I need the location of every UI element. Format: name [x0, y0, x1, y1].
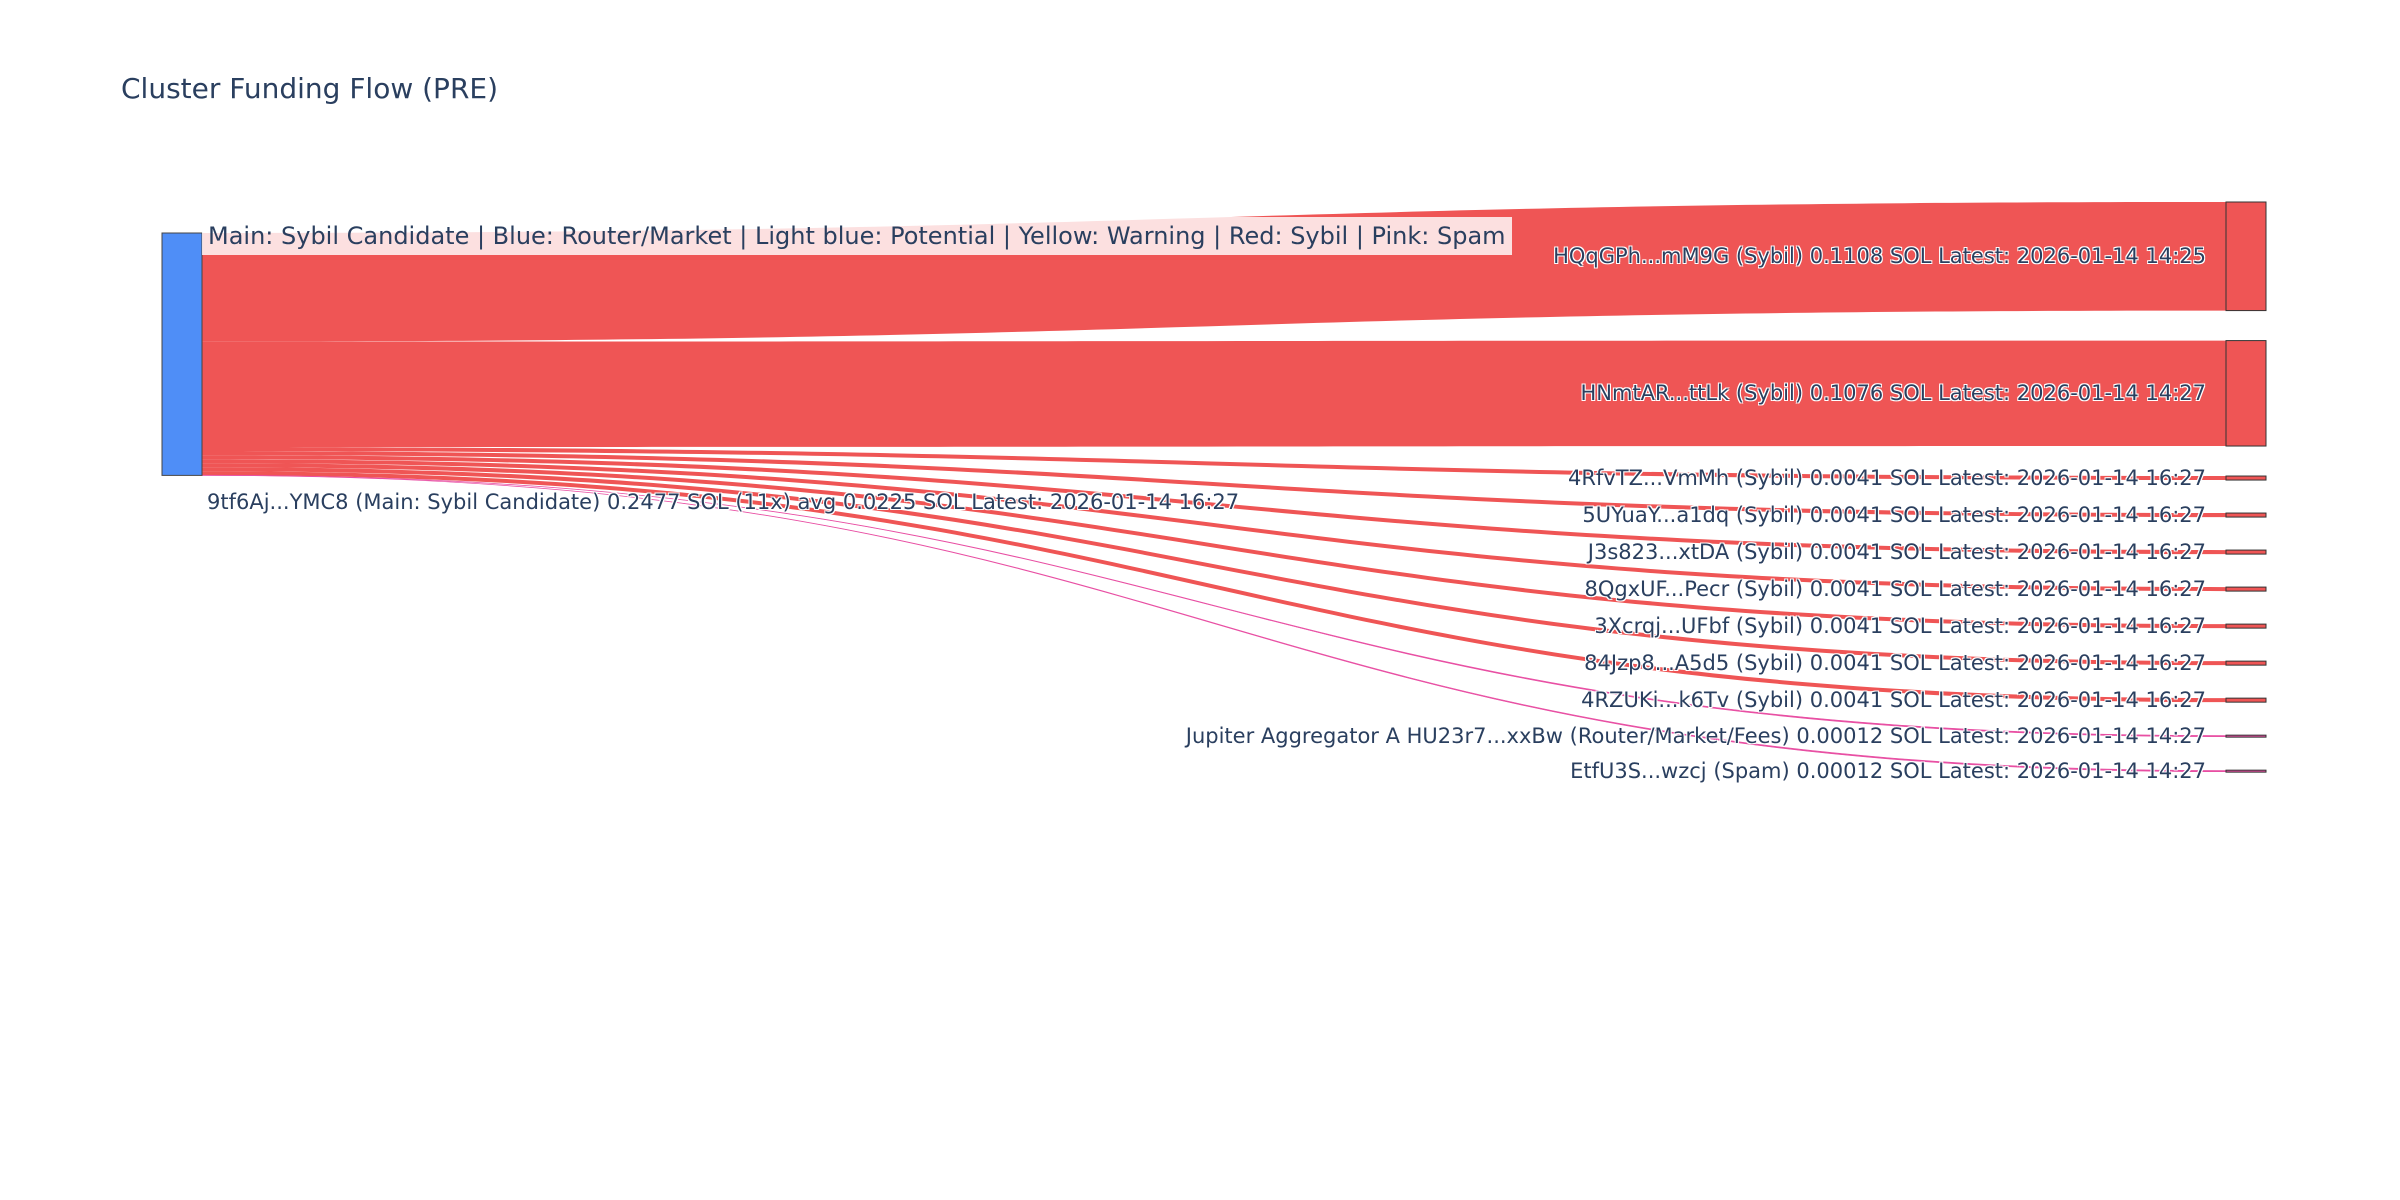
- target-node[interactable]: [2225, 734, 2267, 738]
- sankey-nodes: [161, 201, 2267, 773]
- flow-link[interactable]: [202, 447, 2226, 481]
- target-node[interactable]: [2225, 201, 2267, 312]
- target-node[interactable]: [2225, 697, 2267, 703]
- target-node-label: HQqGPh...mM9G (Sybil) 0.1108 SOL Latest:…: [1553, 244, 2206, 269]
- source-node[interactable]: [161, 232, 203, 476]
- target-node[interactable]: [2225, 769, 2267, 773]
- flow-link[interactable]: [202, 451, 2226, 518]
- target-node-label: 84Jzp8...A5d5 (Sybil) 0.0041 SOL Latest:…: [1584, 651, 2206, 676]
- target-node-label: 8QgxUF...Pecr (Sybil) 0.0041 SOL Latest:…: [1584, 577, 2206, 602]
- target-node-label: 5UYuaY...a1dq (Sybil) 0.0041 SOL Latest:…: [1582, 503, 2206, 528]
- target-node-label: EtfU3S...wzcj (Spam) 0.00012 SOL Latest:…: [1570, 759, 2206, 784]
- flow-link[interactable]: [202, 471, 2226, 703]
- target-node[interactable]: [2225, 586, 2267, 592]
- source-node-label: 9tf6Aj...YMC8 (Main: Sybil Candidate) 0.…: [207, 490, 1240, 514]
- flow-link[interactable]: [202, 463, 2226, 629]
- flow-link[interactable]: [202, 467, 2226, 666]
- target-node-label: HNmtAR...ttLk (Sybil) 0.1076 SOL Latest:…: [1580, 381, 2206, 406]
- flow-link[interactable]: [202, 459, 2226, 592]
- target-node-label: 3Xcrqj...UFbf (Sybil) 0.0041 SOL Latest:…: [1594, 614, 2206, 639]
- target-node-label: Jupiter Aggregator A HU23r7...xxBw (Rout…: [1185, 724, 2206, 749]
- chart-title: Cluster Funding Flow (PRE): [121, 72, 499, 105]
- flow-link[interactable]: [202, 455, 2226, 555]
- target-node[interactable]: [2225, 512, 2267, 518]
- target-node[interactable]: [2225, 475, 2267, 481]
- target-node[interactable]: [2225, 660, 2267, 666]
- target-node-label: 4RZUKi...k6Tv (Sybil) 0.0041 SOL Latest:…: [1581, 688, 2206, 713]
- target-node-label: 4RfvTZ...VmMh (Sybil) 0.0041 SOL Latest:…: [1567, 466, 2206, 491]
- legend-annotation: Main: Sybil Candidate | Blue: Router/Mar…: [202, 217, 1512, 255]
- target-node[interactable]: [2225, 623, 2267, 629]
- target-node[interactable]: [2225, 340, 2267, 447]
- flow-link[interactable]: [202, 340, 2226, 448]
- target-node[interactable]: [2225, 549, 2267, 555]
- sankey-links: [201, 202, 2227, 773]
- target-node-label: J3s823...xtDA (Sybil) 0.0041 SOL Latest:…: [1587, 540, 2206, 565]
